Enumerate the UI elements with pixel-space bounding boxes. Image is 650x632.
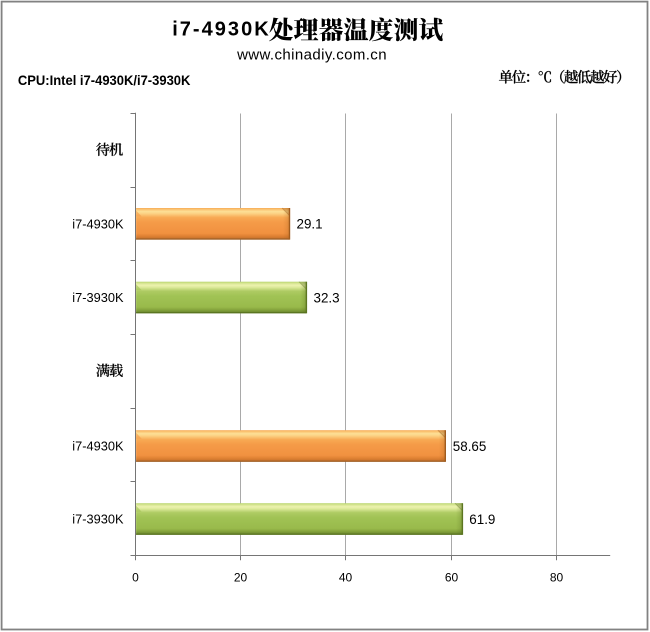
svg-text:CPU:Intel i7-4930K/i7-3930K: CPU:Intel i7-4930K/i7-3930K: [18, 72, 191, 88]
svg-text:0: 0: [132, 570, 139, 584]
svg-text:61.9: 61.9: [469, 512, 495, 527]
svg-text:i7-4930K: i7-4930K: [72, 439, 124, 454]
svg-text:i7-3930K: i7-3930K: [72, 290, 124, 305]
svg-text:29.1: 29.1: [297, 217, 323, 232]
svg-text:80: 80: [550, 570, 564, 584]
svg-text:i7-4930K: i7-4930K: [72, 217, 124, 232]
svg-text:i7-4930K: i7-4930K: [172, 18, 271, 40]
svg-text:20: 20: [234, 570, 248, 584]
svg-text:58.65: 58.65: [453, 439, 487, 454]
svg-text:40: 40: [339, 570, 353, 584]
svg-text:60: 60: [445, 570, 459, 584]
svg-text:www.chinadiy.com.cn: www.chinadiy.com.cn: [236, 46, 387, 63]
svg-text:32.3: 32.3: [314, 290, 340, 305]
svg-text:i7-3930K: i7-3930K: [72, 512, 124, 527]
